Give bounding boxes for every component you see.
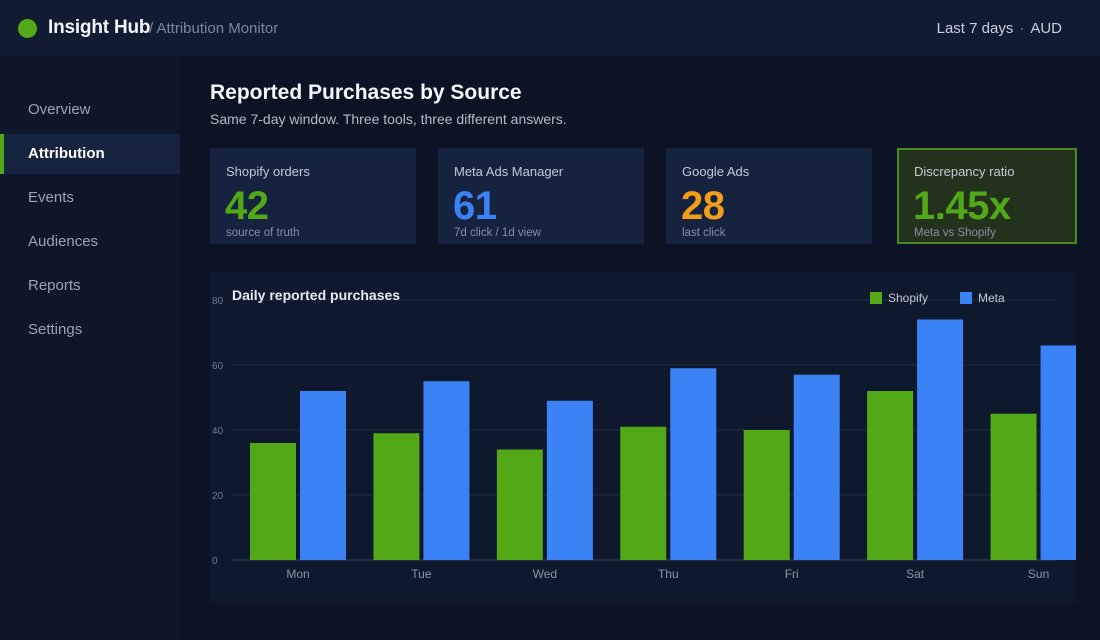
sidebar-item-settings[interactable]: Settings — [28, 321, 83, 338]
bar-shopify — [373, 433, 420, 560]
y-tick-label: 60 — [212, 361, 224, 372]
bar-shopify — [867, 391, 914, 560]
bar-meta — [793, 374, 840, 560]
kpi-value: 42 — [225, 184, 269, 228]
page-subtitle: Same 7-day window. Three tools, three di… — [210, 111, 567, 127]
kpi-label: Google Ads — [682, 164, 750, 179]
sidebar-item-attribution[interactable]: Attribution — [0, 134, 180, 174]
date-range-selector[interactable]: Last 7 days · AUD — [937, 20, 1062, 37]
bar-shopify — [496, 449, 543, 560]
logo-icon — [18, 19, 37, 38]
legend-swatch — [870, 292, 882, 304]
x-tick-label: Fri — [785, 567, 799, 581]
kpi-label: Discrepancy ratio — [914, 164, 1015, 179]
legend-label: Shopify — [888, 291, 928, 305]
bar-meta — [670, 368, 717, 560]
kpi-card-shopify: Shopify orders 42 source of truth — [210, 148, 416, 244]
sidebar-item-events[interactable]: Events — [28, 189, 74, 206]
x-tick-label: Thu — [658, 567, 679, 581]
top-bar: Insight Hub / Attribution Monitor Last 7… — [0, 0, 1100, 56]
bar-meta — [423, 381, 470, 560]
kpi-card-discrepancy: Discrepancy ratio 1.45x Meta vs Shopify — [897, 148, 1077, 244]
kpi-label: Meta Ads Manager — [454, 164, 564, 179]
breadcrumb: / Attribution Monitor — [149, 20, 279, 37]
bar-meta — [300, 391, 346, 560]
x-tick-label: Sat — [906, 567, 925, 581]
x-tick-label: Tue — [411, 567, 432, 581]
x-tick-label: Mon — [286, 567, 309, 581]
y-tick-label: 20 — [212, 491, 224, 502]
currency-label: AUD — [1030, 20, 1062, 37]
y-tick-label: 40 — [212, 426, 224, 437]
chart-panel: 0 20 40 60 80 Mon Tue Wed Thu Fri Sat Sun Daily repo… — [210, 272, 1076, 602]
kpi-label: Shopify orders — [226, 164, 310, 179]
main-content: Reported Purchases by Source Same 7-day … — [180, 56, 1100, 640]
sidebar-item-reports[interactable]: Reports — [28, 277, 81, 294]
kpi-note: Meta vs Shopify — [914, 227, 996, 239]
kpi-value: 61 — [453, 184, 497, 228]
x-tick-label: Sun — [1028, 567, 1049, 581]
bar-meta — [1040, 345, 1076, 560]
kpi-value: 28 — [681, 184, 725, 228]
app-title: Insight Hub — [48, 17, 151, 38]
bar-shopify — [250, 443, 296, 560]
y-tick-label: 80 — [212, 296, 224, 307]
sidebar: Overview Attribution Events Audiences Re… — [0, 56, 180, 640]
range-separator: · — [1019, 20, 1025, 37]
x-tick-label: Wed — [533, 567, 557, 581]
kpi-note: 7d click / 1d view — [454, 227, 541, 239]
legend-swatch — [960, 292, 972, 304]
bar-shopify — [990, 413, 1037, 560]
sidebar-item-overview[interactable]: Overview — [28, 101, 91, 118]
sidebar-item-audiences[interactable]: Audiences — [28, 233, 99, 250]
y-tick-label: 0 — [212, 556, 218, 567]
bar-shopify — [743, 430, 790, 560]
kpi-note: last click — [682, 227, 726, 239]
page-title: Reported Purchases by Source — [210, 81, 522, 104]
kpi-note: source of truth — [226, 227, 300, 239]
bar-chart: 0 20 40 60 80 Mon Tue Wed Thu Fri Sat Sun Daily repo… — [212, 287, 1076, 581]
chart-title: Daily reported purchases — [232, 287, 400, 303]
bar-meta — [546, 400, 593, 560]
kpi-card-meta: Meta Ads Manager 61 7d click / 1d view — [438, 148, 644, 244]
kpi-card-google: Google Ads 28 last click — [666, 148, 872, 244]
bar-shopify — [620, 426, 667, 560]
legend-label: Meta — [978, 291, 1005, 305]
bar-meta — [917, 319, 964, 560]
kpi-value: 1.45x — [913, 184, 1011, 228]
date-range-label: Last 7 days — [936, 20, 1014, 37]
